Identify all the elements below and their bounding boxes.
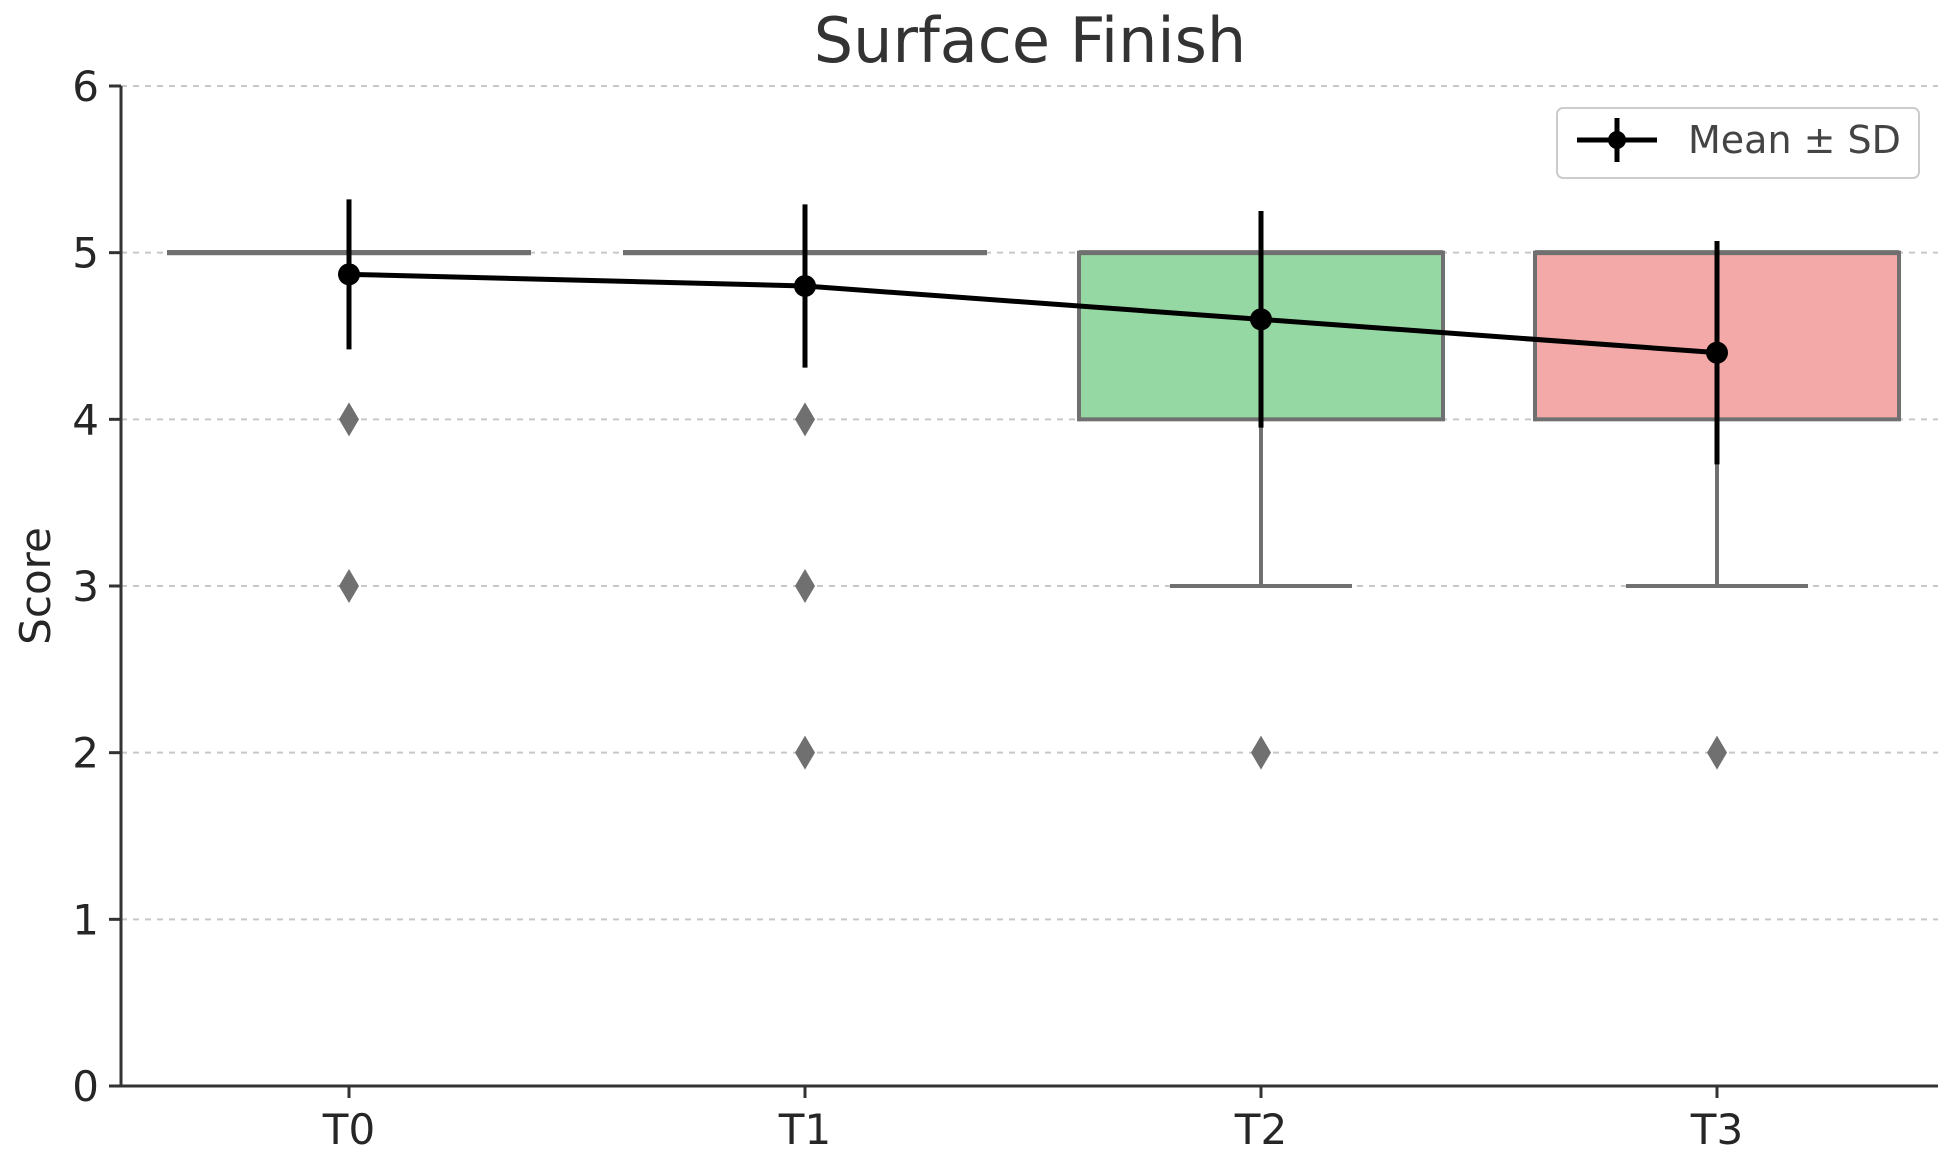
y-axis-label: Score bbox=[11, 527, 60, 645]
y-tick-label: 4 bbox=[72, 395, 99, 444]
mean-point bbox=[1250, 308, 1272, 331]
mean-sd-series bbox=[338, 199, 1728, 465]
y-tick-label: 3 bbox=[72, 562, 99, 611]
mean-point bbox=[338, 263, 360, 286]
mean-point bbox=[794, 275, 816, 297]
y-ticks: 0 1 2 3 4 5 6 bbox=[72, 62, 121, 1111]
x-tick-label: T2 bbox=[1234, 1105, 1287, 1154]
legend-label: Mean ± SD bbox=[1688, 118, 1901, 162]
x-tick-label: T0 bbox=[322, 1105, 375, 1154]
legend-frame bbox=[1556, 107, 1920, 179]
y-tick-label: 5 bbox=[72, 229, 99, 278]
x-tick-label: T3 bbox=[1690, 1105, 1743, 1154]
legend: Mean ± SD bbox=[1556, 107, 1920, 179]
chart-title: Surface Finish bbox=[814, 4, 1246, 77]
mean-point bbox=[1706, 341, 1728, 364]
y-tick-label: 0 bbox=[72, 1062, 99, 1111]
outlier-point bbox=[1251, 735, 1271, 770]
outlier-point bbox=[1707, 735, 1727, 770]
mean-line bbox=[348, 271, 1718, 356]
outlier-point bbox=[795, 569, 815, 603]
y-tick-label: 1 bbox=[72, 895, 99, 944]
x-tick-label: T1 bbox=[778, 1105, 831, 1154]
outlier-point bbox=[795, 402, 815, 437]
outlier-point bbox=[339, 402, 359, 437]
outlier-point bbox=[339, 569, 359, 603]
y-tick-label: 6 bbox=[72, 62, 99, 111]
y-tick-label: 2 bbox=[72, 729, 99, 778]
outlier-markers bbox=[339, 402, 1727, 770]
x-ticks: T0 T1 T2 T3 bbox=[322, 1086, 1743, 1154]
grid-lines bbox=[121, 85, 1938, 921]
outlier-point bbox=[795, 735, 815, 770]
legend-marker-icon bbox=[1608, 131, 1626, 149]
